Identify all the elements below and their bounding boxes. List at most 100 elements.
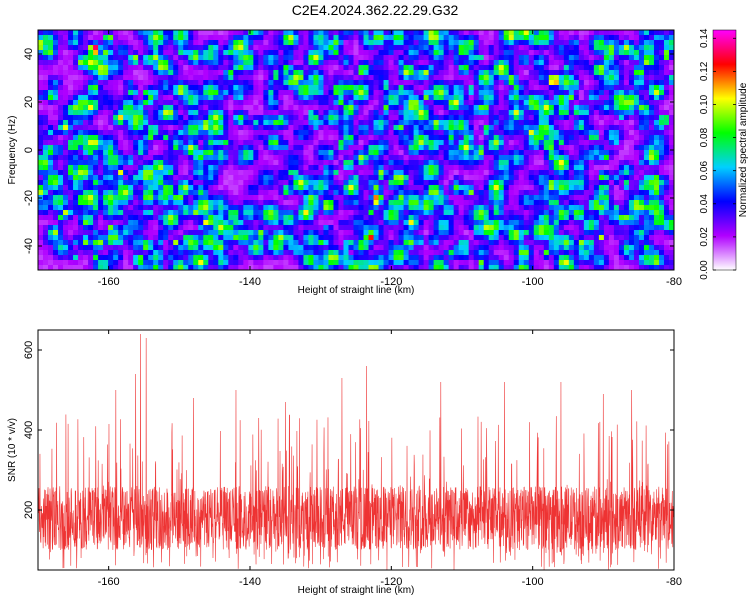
heatmap-cell	[298, 180, 304, 186]
heatmap-cell	[498, 140, 505, 146]
heatmap-cell	[83, 165, 89, 171]
heatmap-cell	[448, 210, 455, 216]
heatmap-cell	[323, 90, 329, 96]
heatmap-cell	[353, 155, 359, 161]
heatmap-cell	[223, 205, 229, 211]
heatmap-cell	[88, 200, 94, 206]
heatmap-cell	[93, 70, 99, 76]
heatmap-cell	[348, 35, 354, 41]
heatmap-cell	[318, 100, 324, 106]
heatmap-cell	[558, 105, 565, 111]
heatmap-cell	[198, 130, 204, 136]
heatmap-cell	[328, 100, 334, 106]
heatmap-cell	[593, 45, 600, 51]
heatmap-cell	[388, 130, 394, 136]
heatmap-cell	[278, 185, 284, 191]
heatmap-cell	[128, 135, 134, 141]
heatmap-cell	[568, 140, 575, 146]
heatmap-cell	[568, 185, 575, 191]
heatmap-cell	[448, 40, 455, 46]
heatmap-cell	[658, 190, 665, 196]
heatmap-cell	[453, 100, 460, 106]
heatmap-cell	[73, 170, 79, 176]
heatmap-cell	[658, 220, 665, 226]
heatmap-cell	[583, 210, 590, 216]
heatmap-cell	[353, 65, 359, 71]
heatmap-cell	[503, 45, 510, 51]
heatmap-cell	[643, 130, 650, 136]
heatmap-cell	[278, 180, 284, 186]
heatmap-cell	[668, 40, 674, 46]
heatmap-cell	[433, 190, 440, 196]
heatmap-cell	[83, 170, 89, 176]
heatmap-cell	[393, 215, 399, 221]
heatmap-cell	[213, 140, 219, 146]
heatmap-cell	[388, 145, 394, 151]
heatmap-cell	[468, 145, 475, 151]
heatmap-cell	[458, 85, 465, 91]
heatmap-cell	[543, 155, 550, 161]
heatmap-cell	[288, 35, 294, 41]
heatmap-cell	[288, 95, 294, 101]
heatmap-cell	[618, 210, 625, 216]
heatmap-cell	[553, 105, 560, 111]
heatmap-cell	[153, 165, 159, 171]
heatmap-cell	[263, 155, 269, 161]
heatmap-cell	[558, 170, 565, 176]
heatmap-cell	[58, 75, 64, 81]
heatmap-cell	[398, 175, 404, 181]
heatmap-cell	[218, 60, 224, 66]
heatmap-cell	[238, 215, 244, 221]
heatmap-cell	[518, 165, 525, 171]
heatmap-cell	[198, 120, 204, 126]
heatmap-cell	[193, 115, 199, 121]
heatmap-cell	[293, 160, 299, 166]
heatmap-cell	[313, 110, 319, 116]
heatmap-cell	[453, 40, 460, 46]
heatmap-cell	[283, 200, 289, 206]
heatmap-cell	[183, 60, 189, 66]
heatmap-cell	[263, 105, 269, 111]
heatmap-cell	[393, 170, 399, 176]
heatmap-cell	[543, 35, 550, 41]
heatmap-cell	[363, 135, 369, 141]
heatmap-cell	[628, 200, 635, 206]
heatmap-cell	[508, 200, 515, 206]
heatmap-cell	[598, 95, 605, 101]
heatmap-cell	[243, 210, 249, 216]
heatmap-cell	[658, 215, 665, 221]
heatmap-cell	[493, 150, 500, 156]
heatmap-cell	[523, 90, 530, 96]
heatmap-cell	[273, 180, 279, 186]
heatmap-cell	[53, 140, 59, 146]
heatmap-cell	[528, 185, 535, 191]
heatmap-cell	[68, 160, 74, 166]
heatmap-cell	[633, 115, 640, 121]
heatmap-cell	[408, 200, 414, 206]
heatmap-cell	[213, 95, 219, 101]
heatmap-cell	[233, 210, 239, 216]
heatmap-cell	[338, 105, 344, 111]
heatmap-cell	[248, 85, 254, 91]
heatmap-cell	[463, 105, 470, 111]
heatmap-cell	[623, 65, 630, 71]
heatmap-cell	[348, 160, 354, 166]
heatmap-cell	[328, 105, 334, 111]
heatmap-cell	[493, 135, 500, 141]
heatmap-cell	[303, 190, 309, 196]
heatmap-cell	[658, 115, 665, 121]
heatmap-cell	[213, 185, 219, 191]
heatmap-cell	[378, 140, 384, 146]
heatmap-cell	[313, 90, 319, 96]
heatmap-cell	[588, 185, 595, 191]
heatmap-cell	[188, 185, 194, 191]
heatmap-cell	[348, 65, 354, 71]
heatmap-cell	[198, 65, 204, 71]
heatmap-cell	[428, 40, 435, 46]
heatmap-cell	[533, 150, 540, 156]
heatmap-cell	[243, 200, 249, 206]
heatmap-cell	[388, 160, 394, 166]
heatmap-cell	[383, 75, 389, 81]
heatmap-cell	[608, 95, 615, 101]
heatmap-cell	[128, 35, 134, 41]
